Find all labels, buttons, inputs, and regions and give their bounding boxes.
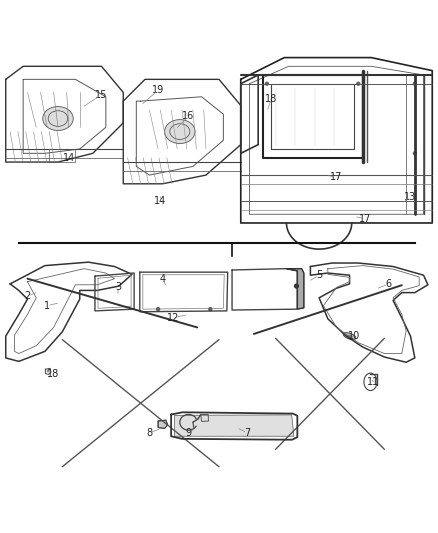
Text: 13: 13 <box>404 192 417 202</box>
Polygon shape <box>158 420 168 429</box>
Text: 15: 15 <box>95 90 108 100</box>
Ellipse shape <box>43 107 73 131</box>
Text: 17: 17 <box>330 172 343 182</box>
Circle shape <box>294 284 299 289</box>
Text: 9: 9 <box>185 428 191 438</box>
Text: 10: 10 <box>348 331 360 341</box>
Text: 3: 3 <box>115 282 121 293</box>
Text: 6: 6 <box>386 279 392 289</box>
Text: 14: 14 <box>63 152 75 163</box>
Text: 1: 1 <box>44 301 50 311</box>
Text: 8: 8 <box>146 428 152 438</box>
Polygon shape <box>175 415 294 436</box>
Text: 17: 17 <box>359 214 371 224</box>
Text: 5: 5 <box>316 270 322 280</box>
Circle shape <box>356 82 360 86</box>
Text: 18: 18 <box>265 94 277 104</box>
Text: 16: 16 <box>182 111 194 122</box>
Circle shape <box>47 370 49 372</box>
Text: 12: 12 <box>167 313 180 323</box>
Circle shape <box>413 151 417 156</box>
Text: 11: 11 <box>367 377 380 387</box>
Ellipse shape <box>165 119 195 143</box>
Text: 18: 18 <box>46 369 59 379</box>
Circle shape <box>413 82 417 86</box>
Ellipse shape <box>343 333 356 340</box>
Circle shape <box>265 82 269 86</box>
Circle shape <box>156 307 160 311</box>
Text: 14: 14 <box>154 196 166 206</box>
Text: 4: 4 <box>159 273 166 284</box>
Text: 7: 7 <box>244 428 251 438</box>
Text: 19: 19 <box>152 85 164 95</box>
Ellipse shape <box>346 335 353 337</box>
Text: 2: 2 <box>25 291 31 301</box>
Polygon shape <box>286 269 304 309</box>
Circle shape <box>208 307 212 311</box>
